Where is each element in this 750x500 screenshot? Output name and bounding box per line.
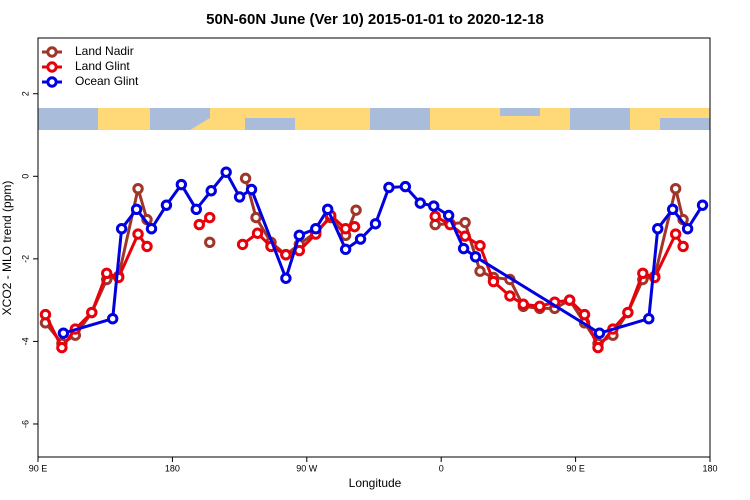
chart-title: 50N-60N June (Ver 10) 2015-01-01 to 2020…: [206, 11, 544, 28]
point: [469, 251, 482, 263]
point: [245, 183, 258, 196]
point: [106, 313, 119, 325]
point: [669, 228, 682, 240]
legend-marker: [46, 61, 58, 73]
point: [190, 203, 202, 216]
legend-marker: [46, 76, 58, 88]
x-tick-label: 90 W: [296, 463, 318, 473]
point: [677, 240, 689, 253]
point: [233, 191, 246, 203]
x-tick-label: 0: [439, 463, 444, 473]
point: [205, 185, 217, 197]
x-tick-label: 90 E: [566, 463, 585, 473]
point: [250, 211, 262, 224]
series-line: [44, 214, 685, 350]
point: [354, 233, 367, 245]
point: [322, 203, 334, 216]
point: [563, 294, 576, 306]
point: [145, 223, 158, 235]
point: [428, 200, 440, 212]
point: [696, 199, 709, 211]
x-tick-label: 180: [702, 463, 717, 473]
point: [310, 223, 322, 235]
point: [132, 228, 144, 240]
point: [666, 203, 679, 216]
legend-marker: [46, 46, 58, 58]
series-line: [62, 170, 704, 335]
legend-label: Land Glint: [75, 59, 130, 73]
point: [592, 341, 604, 354]
x-tick-label: 90 E: [29, 463, 48, 473]
y-axis-label: XCO2 - MLO trend (ppm): [0, 181, 14, 316]
point: [504, 290, 516, 302]
point: [474, 265, 486, 277]
point: [239, 172, 252, 185]
point: [141, 240, 153, 253]
point: [474, 239, 486, 252]
y-tick-label: -6: [20, 420, 30, 428]
point: [442, 209, 455, 222]
point: [681, 223, 694, 235]
point: [100, 267, 113, 280]
point: [236, 238, 249, 251]
legend-label: Ocean Glint: [75, 74, 139, 88]
point: [457, 242, 470, 255]
point: [115, 223, 128, 235]
point: [643, 313, 655, 325]
y-tick-label: -2: [20, 255, 30, 263]
point: [56, 341, 68, 354]
point: [622, 306, 634, 319]
point: [280, 272, 292, 284]
point: [204, 211, 216, 224]
point: [348, 220, 361, 233]
x-tick-label: 180: [165, 463, 180, 473]
point: [130, 203, 143, 216]
point: [86, 306, 98, 319]
point: [459, 216, 471, 229]
point: [652, 223, 664, 235]
point: [57, 327, 70, 339]
point: [39, 308, 52, 321]
point: [204, 236, 216, 249]
y-tick-label: 0: [20, 174, 30, 179]
point: [578, 308, 591, 321]
legend-label: Land Nadir: [75, 44, 134, 58]
point: [429, 210, 441, 223]
point: [251, 227, 264, 239]
point: [593, 327, 606, 339]
point: [669, 182, 682, 195]
y-tick-label: 2: [20, 91, 30, 96]
point: [637, 267, 649, 280]
point: [293, 229, 306, 242]
point: [339, 223, 352, 235]
point: [369, 218, 382, 230]
point: [383, 181, 395, 194]
point: [487, 275, 500, 288]
point: [160, 199, 173, 211]
point: [399, 180, 412, 193]
y-tick-label: -4: [20, 337, 30, 345]
point: [339, 243, 352, 256]
x-axis-label: Longitude: [349, 476, 402, 490]
point: [534, 300, 546, 313]
point: [517, 298, 530, 310]
map-band: [38, 108, 710, 130]
point: [132, 182, 144, 195]
plot-frame: [37, 37, 711, 458]
point: [175, 178, 188, 191]
point: [414, 197, 426, 209]
point: [280, 249, 292, 261]
point: [220, 166, 232, 178]
point: [350, 204, 362, 216]
point: [459, 230, 471, 242]
point: [193, 218, 205, 231]
